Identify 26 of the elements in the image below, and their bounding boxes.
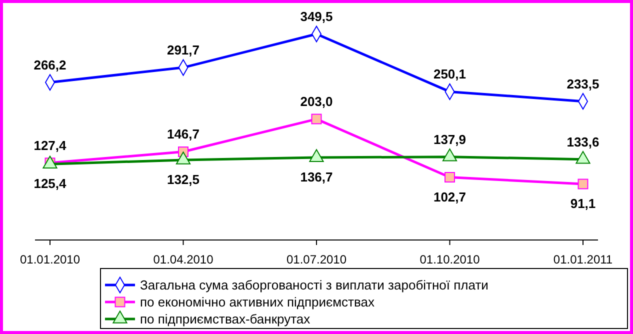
data-label: 125,4 <box>34 176 68 192</box>
point <box>311 114 322 124</box>
data-label: 136,7 <box>300 170 333 185</box>
legend-label: по підприємствах-банкрутах <box>140 312 311 326</box>
point <box>444 172 455 183</box>
data-label: 146,7 <box>166 126 200 142</box>
legend-label: Загальна сума заборгованості з виплати заробітної плати <box>140 278 488 292</box>
x-tick-label: 01.07.2010 <box>286 252 347 267</box>
data-label: 233,5 <box>566 76 600 92</box>
x-tick-label: 01.01.2010 <box>20 252 80 267</box>
data-label: 266,2 <box>34 57 66 72</box>
data-label: 291,7 <box>166 42 200 58</box>
data-label: 127,4 <box>34 138 68 153</box>
data-label: 203,0 <box>300 94 333 110</box>
data-label: 91,1 <box>570 196 596 211</box>
data-label: 133,6 <box>566 134 600 150</box>
data-label: 349,5 <box>300 9 333 24</box>
point <box>578 178 588 190</box>
x-tick-label: 01.01.2011 <box>553 252 613 267</box>
data-label: 137,9 <box>433 132 466 147</box>
legend-label: по економічно активних підприємствах <box>140 294 375 310</box>
data-label: 132,5 <box>166 172 200 187</box>
data-label: 250,1 <box>433 66 466 82</box>
x-tick-label: 01.10.2010 <box>420 252 480 267</box>
data-label: 102,7 <box>433 189 466 204</box>
x-tick-label: 01.04.2010 <box>153 252 214 267</box>
